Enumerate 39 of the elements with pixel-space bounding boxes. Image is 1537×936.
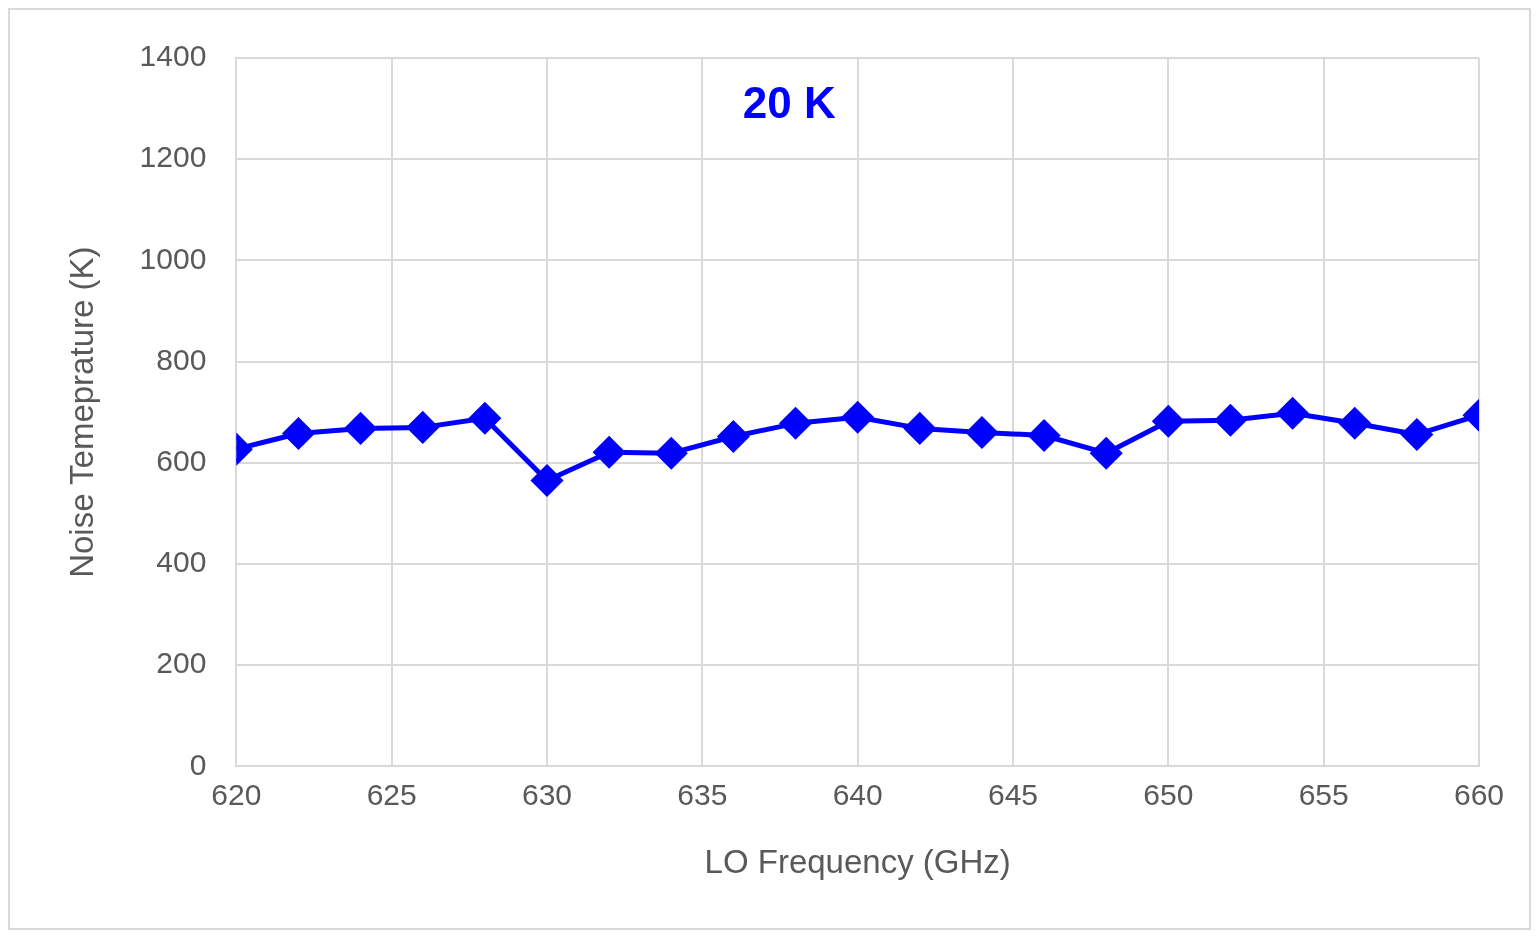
point xyxy=(469,402,501,434)
x-tick-label: 655 xyxy=(1298,777,1349,811)
y-tick-label: 800 xyxy=(156,342,207,376)
point xyxy=(407,411,439,443)
point xyxy=(1152,405,1184,437)
x-tick-label: 650 xyxy=(1143,777,1194,811)
point xyxy=(1339,407,1371,439)
point xyxy=(282,417,314,449)
point xyxy=(1214,404,1246,436)
y-tick-label: 600 xyxy=(156,444,207,478)
point xyxy=(717,420,749,452)
point xyxy=(842,401,874,433)
point xyxy=(1028,419,1060,451)
point xyxy=(345,412,377,444)
point xyxy=(1090,437,1122,469)
point xyxy=(531,465,563,497)
y-axis-title: Noise Temeprature (K) xyxy=(62,246,100,578)
x-tick-label: 635 xyxy=(677,777,728,811)
x-tick-label: 630 xyxy=(521,777,573,811)
x-axis-title: LO Frequency (GHz) xyxy=(704,843,1011,881)
point xyxy=(904,412,936,444)
y-tick-label: 400 xyxy=(156,545,207,579)
x-tick-label: 640 xyxy=(832,777,883,811)
y-tick-label: 1200 xyxy=(139,140,207,174)
x-tick-label: 625 xyxy=(366,777,417,811)
point xyxy=(593,436,625,468)
x-tick-label: 620 xyxy=(211,777,262,811)
point xyxy=(1277,397,1309,429)
y-tick-label: 1000 xyxy=(139,241,207,275)
x-tick-label: 660 xyxy=(1453,777,1505,811)
point xyxy=(1401,418,1433,450)
point xyxy=(966,416,998,448)
point xyxy=(655,437,687,469)
annotation: 20 K xyxy=(742,78,837,128)
x-tick-label: 645 xyxy=(987,777,1039,811)
point xyxy=(780,407,812,439)
y-tick-label: 200 xyxy=(156,646,207,680)
y-tick-label: 0 xyxy=(189,747,207,781)
y-tick-label: 1400 xyxy=(139,39,207,73)
